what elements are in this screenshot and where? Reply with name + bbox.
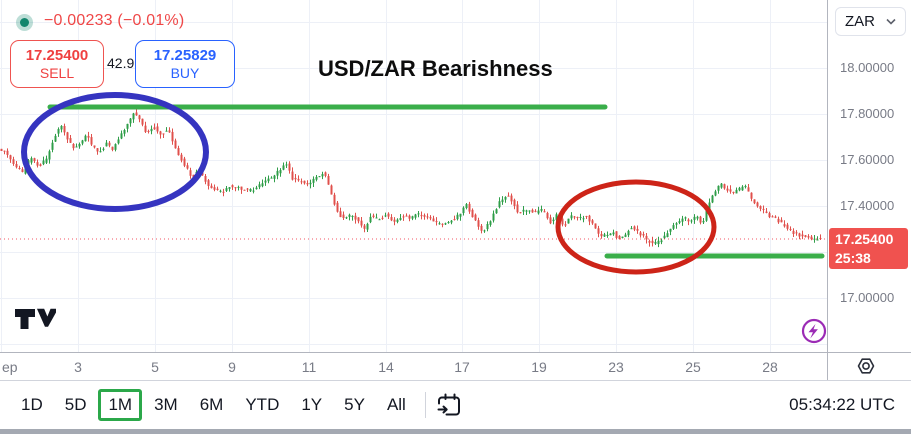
- sell-price: 17.25400: [25, 46, 89, 64]
- range-button-1y[interactable]: 1Y: [301, 395, 323, 414]
- price-axis-label: 18.00000: [840, 60, 895, 75]
- range-button-all[interactable]: All: [386, 395, 406, 414]
- last-price-badge: 17.25400 25:38: [829, 228, 908, 269]
- buy-button[interactable]: 17.25829 BUY: [135, 40, 235, 88]
- last-price-value: 17.25400: [835, 231, 894, 247]
- range-button-5y[interactable]: 5Y: [344, 395, 365, 414]
- time-axis-label: 17: [454, 359, 470, 375]
- time-axis-label: 3: [74, 359, 82, 375]
- price-axis[interactable]: ZAR 18.00000 17.80000 17.60000 17.40000 17.0…: [827, 0, 911, 352]
- time-axis-label: 19: [531, 359, 547, 375]
- price-scale-settings-icon[interactable]: [854, 355, 878, 382]
- time-axis-label: 23: [608, 359, 624, 375]
- price-change-text: −0.00233 (−0.01%): [44, 12, 185, 29]
- time-axis-label: 5: [151, 359, 159, 375]
- price-axis-label: 17.80000: [840, 106, 895, 121]
- time-axis-label: 25: [685, 359, 701, 375]
- time-axis-label: 11: [301, 359, 317, 375]
- tradingview-logo[interactable]: [14, 307, 59, 338]
- flash-order-icon[interactable]: [799, 316, 829, 351]
- candlestick-chart[interactable]: [0, 0, 827, 352]
- sell-button[interactable]: 17.25400 SELL: [10, 40, 104, 88]
- time-axis-label: 14: [378, 359, 394, 375]
- range-button-3m[interactable]: 3M: [154, 395, 178, 414]
- blue-ellipse: [21, 92, 209, 212]
- red-ellipse: [555, 179, 717, 275]
- sell-label: SELL: [39, 64, 75, 81]
- price-axis-label: 17.40000: [840, 198, 895, 213]
- range-button-1d[interactable]: 1D: [21, 395, 43, 414]
- spread-value: 42.9: [107, 55, 135, 71]
- range-button-5d[interactable]: 5D: [64, 395, 87, 414]
- range-button-1m[interactable]: 1M: [98, 389, 143, 421]
- range-button-ytd[interactable]: YTD: [245, 395, 280, 414]
- currency-dropdown[interactable]: ZAR: [835, 7, 906, 36]
- chevron-down-icon: [886, 18, 896, 25]
- price-axis-label: 17.00000: [840, 290, 895, 305]
- axis-corner-divider: [827, 352, 828, 380]
- time-axis[interactable]: ep 3 5 9 11 14 17 19 23 25 28: [0, 352, 911, 380]
- bar-countdown: 25:38: [835, 250, 871, 266]
- chart-annotation-title: USD/ZAR Bearishness: [318, 56, 553, 81]
- market-status-dot: [16, 14, 33, 31]
- time-axis-label: 28: [762, 359, 778, 375]
- price-axis-label: 17.60000: [840, 152, 895, 167]
- currency-label: ZAR: [845, 13, 875, 30]
- go-to-date-icon[interactable]: [436, 392, 463, 419]
- time-axis-label: ep: [2, 359, 18, 375]
- window-bottom-edge: [0, 429, 911, 434]
- buy-price: 17.25829: [153, 46, 217, 64]
- clock-utc[interactable]: 05:34:22 UTC: [789, 395, 895, 414]
- time-axis-label: 9: [228, 359, 236, 375]
- toolbar-divider: [424, 392, 426, 418]
- bottom-toolbar: 1D 5D 1M 3M 6M YTD 1Y 5Y All 05:34:22 UTC: [0, 380, 911, 429]
- chart-pane[interactable]: −0.00233 (−0.01%) 17.25400 SELL 42.9 17.…: [0, 0, 827, 352]
- buy-label: BUY: [170, 64, 200, 81]
- range-button-6m[interactable]: 6M: [199, 395, 224, 414]
- market-status-dot-core: [20, 18, 29, 27]
